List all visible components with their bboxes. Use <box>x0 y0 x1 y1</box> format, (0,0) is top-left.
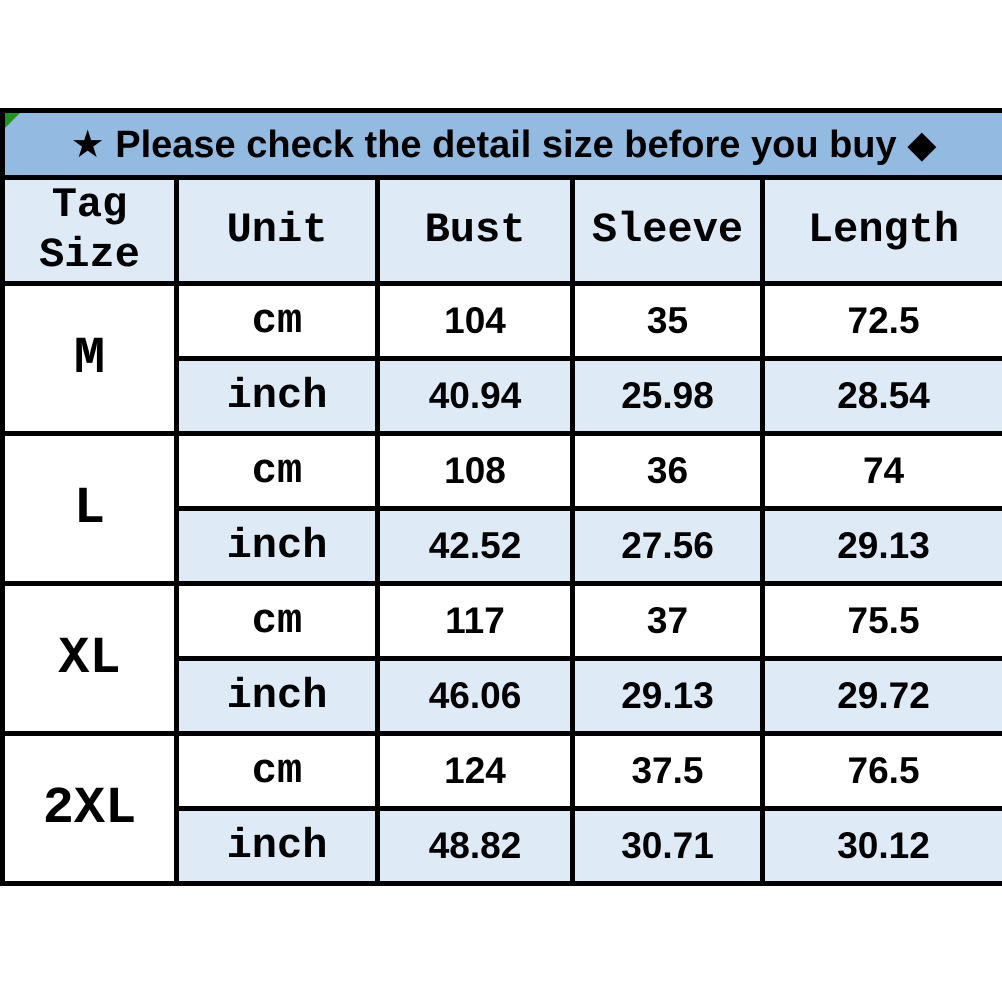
banner-text: ★ Please check the detail size before yo… <box>70 123 937 166</box>
table-row: inch 48.82 30.71 30.12 <box>3 806 1002 886</box>
value-cell: 30.12 <box>759 806 1002 886</box>
value-cell: 48.82 <box>375 806 575 886</box>
table-header-row: Tag Size Unit Bust Sleeve Length <box>0 175 1002 286</box>
table-row: L cm 108 36 74 <box>0 431 1002 586</box>
value-cell: 29.13 <box>570 656 765 736</box>
table-row: M cm 104 35 72.5 <box>0 281 1002 436</box>
value-cell: 25.98 <box>570 356 765 436</box>
unit-cell: cm <box>174 731 380 811</box>
value-cell: 37.5 <box>570 731 765 811</box>
table-row: 2XL cm 124 37.5 76.5 <box>0 731 1002 886</box>
size-label-xl: XL <box>0 581 179 736</box>
value-cell: 72.5 <box>759 281 1002 361</box>
value-cell: 28.54 <box>759 356 1002 436</box>
value-cell: 117 <box>375 581 575 661</box>
col-header-bust: Bust <box>375 175 575 286</box>
size-chart: ★ Please check the detail size before yo… <box>0 108 1002 886</box>
unit-cell: inch <box>174 506 380 586</box>
size-label-2xl: 2XL <box>0 731 179 886</box>
value-cell: 37 <box>570 581 765 661</box>
value-cell: 76.5 <box>759 731 1002 811</box>
unit-cell: cm <box>174 431 380 511</box>
unit-cell: inch <box>174 806 380 886</box>
value-cell: 27.56 <box>570 506 765 586</box>
unit-cell: inch <box>174 656 380 736</box>
value-cell: 42.52 <box>375 506 575 586</box>
size-label-l: L <box>0 431 179 586</box>
value-cell: 74 <box>759 431 1002 511</box>
unit-cell: inch <box>174 356 380 436</box>
unit-cell: cm <box>174 581 380 661</box>
col-header-unit: Unit <box>174 175 380 286</box>
value-cell: 124 <box>375 731 575 811</box>
green-corner-marker-icon <box>7 115 20 128</box>
value-cell: 30.71 <box>570 806 765 886</box>
value-cell: 36 <box>570 431 765 511</box>
value-cell: 35 <box>570 281 765 361</box>
col-header-sleeve: Sleeve <box>570 175 765 286</box>
value-cell: 40.94 <box>375 356 575 436</box>
col-header-length: Length <box>759 175 1002 286</box>
table-row: inch 46.06 29.13 29.72 <box>3 656 1002 736</box>
banner-row: ★ Please check the detail size before yo… <box>0 108 1002 180</box>
unit-cell: cm <box>174 281 380 361</box>
size-chart-table: ★ Please check the detail size before yo… <box>0 108 1002 886</box>
table-row: inch 42.52 27.56 29.13 <box>3 506 1002 586</box>
value-cell: 29.13 <box>759 506 1002 586</box>
value-cell: 75.5 <box>759 581 1002 661</box>
table-row: inch 40.94 25.98 28.54 <box>3 356 1002 436</box>
size-label-m: M <box>0 281 179 436</box>
value-cell: 46.06 <box>375 656 575 736</box>
value-cell: 108 <box>375 431 575 511</box>
col-header-tag-size: Tag Size <box>0 175 179 286</box>
banner: ★ Please check the detail size before yo… <box>0 108 1002 180</box>
value-cell: 104 <box>375 281 575 361</box>
table-row: XL cm 117 37 75.5 <box>0 581 1002 736</box>
value-cell: 29.72 <box>759 656 1002 736</box>
